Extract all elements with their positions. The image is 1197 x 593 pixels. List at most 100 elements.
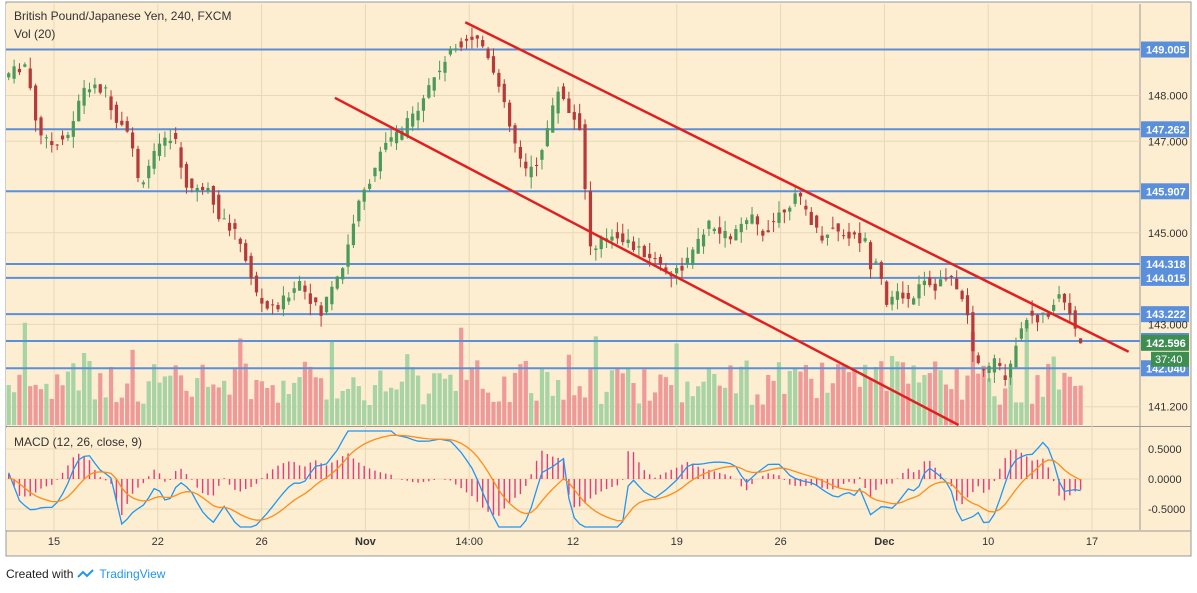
candle-body [211, 186, 215, 205]
x-tick-label: 15 [48, 536, 60, 548]
volume-bar [254, 379, 259, 425]
volume-bar [1003, 388, 1008, 425]
volume-bar [362, 400, 367, 425]
volume-bar [38, 389, 44, 425]
volume-bar [415, 375, 421, 425]
volume-bar [318, 378, 324, 425]
volume-bar [11, 392, 17, 425]
candle-body [890, 296, 894, 305]
volume-bar [879, 361, 884, 425]
volume-bar [65, 371, 71, 425]
candle-body [330, 286, 334, 305]
macd-label: MACD (12, 26, close, 9) [14, 435, 142, 449]
volume-bar [873, 367, 879, 425]
candle-body [120, 120, 124, 125]
volume-bar [98, 373, 103, 425]
volume-bar [690, 396, 695, 425]
x-tick-label: 26 [255, 536, 267, 548]
volume-bar [938, 370, 943, 425]
candle-body [114, 104, 119, 123]
macd-tick-label: -0.5000 [1148, 504, 1185, 516]
price-tick-label: 148.000 [1148, 91, 1188, 103]
candle-body [739, 223, 743, 233]
candle-body [545, 128, 549, 147]
candle-body [868, 242, 873, 270]
candle-body [60, 135, 65, 140]
support-resistance-lines: 149.005 147.262 145.907 144.318 144.015 143.2… [6, 41, 1189, 377]
tradingview-link[interactable]: TradingView [99, 567, 166, 581]
volume-bar [884, 390, 889, 425]
volume-bar [749, 404, 755, 425]
candle-body [12, 66, 16, 79]
volume-bar [222, 380, 227, 425]
volume-bar [696, 386, 701, 425]
volume-bar [981, 365, 986, 425]
volume-bar [17, 374, 22, 425]
candle-body [642, 245, 646, 258]
candle-body [502, 83, 506, 103]
volume-bar [588, 369, 593, 425]
volume-bar [491, 401, 496, 425]
macd-pane [7, 430, 1082, 528]
volume-bar [1056, 389, 1062, 425]
candle-body [841, 235, 846, 237]
candle-body [378, 151, 382, 172]
volume-bar [286, 394, 291, 425]
volume-bar [760, 404, 765, 425]
candle-body [39, 117, 43, 136]
volume-bar [205, 386, 211, 425]
volume-bar [275, 402, 281, 425]
candle-body [879, 262, 883, 279]
volume-bar [572, 395, 577, 425]
volume-bar [798, 371, 803, 425]
x-tick-label: 22 [152, 536, 164, 548]
candle-body [971, 312, 975, 352]
volume-bar [863, 364, 868, 425]
candle-body [583, 124, 587, 190]
candle-body [287, 297, 291, 302]
volume-bar [846, 372, 852, 425]
candle-body [712, 228, 716, 232]
candle-body [362, 189, 366, 202]
candle-body [1057, 294, 1061, 299]
candle-body [1078, 338, 1083, 344]
candle-body [610, 236, 614, 241]
volume-bar [248, 399, 254, 425]
volume-bar [152, 364, 157, 425]
volume-bar [561, 399, 566, 425]
volume-bar [615, 369, 620, 425]
volume-bar [809, 378, 814, 425]
volume-bar [297, 377, 302, 425]
chart-title: British Pound/Japanese Yen, 240, FXCM [14, 9, 231, 23]
volume-bar [507, 402, 512, 425]
volume-bar [76, 390, 81, 425]
candle-body [1073, 310, 1077, 329]
candle-body [179, 147, 183, 168]
volume-bar [776, 362, 782, 425]
candle-body [184, 164, 189, 188]
candle-body [432, 77, 436, 91]
volume-bar [232, 368, 238, 425]
candle-body [271, 304, 275, 306]
candle-body [815, 215, 819, 228]
candle-body [804, 205, 808, 210]
candle-body [346, 244, 350, 267]
volume-bar [631, 383, 636, 425]
candle-body [701, 234, 706, 247]
volume-bar [819, 362, 825, 425]
volume-bar [836, 364, 841, 425]
candle-body [852, 232, 856, 235]
candle-body [104, 87, 108, 89]
candle-body [233, 223, 237, 229]
volume-bar [906, 383, 911, 425]
volume-bar [114, 402, 119, 425]
volume-bar [868, 378, 873, 425]
volume-bar [534, 400, 539, 425]
x-tick-label: 19 [671, 536, 683, 548]
volume-bar [933, 361, 938, 425]
volume-bar [1046, 363, 1051, 425]
volume-bar [108, 367, 114, 425]
candle-body [497, 72, 501, 87]
volume-bar [259, 381, 264, 425]
